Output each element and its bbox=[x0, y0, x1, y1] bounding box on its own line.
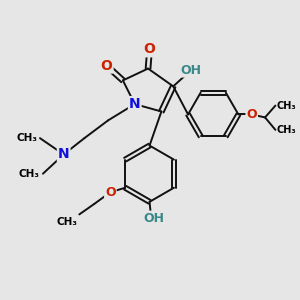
Text: CH₃: CH₃ bbox=[57, 218, 78, 227]
Text: O: O bbox=[105, 186, 116, 199]
Text: CH₃: CH₃ bbox=[277, 100, 296, 111]
Text: N: N bbox=[58, 147, 70, 161]
Text: O: O bbox=[144, 42, 155, 56]
Text: CH₃: CH₃ bbox=[16, 133, 37, 143]
Text: O: O bbox=[101, 58, 112, 73]
Text: N: N bbox=[129, 97, 141, 111]
Text: O: O bbox=[246, 108, 257, 121]
Text: CH₃: CH₃ bbox=[19, 169, 40, 179]
Text: CH₃: CH₃ bbox=[277, 125, 296, 135]
Text: OH: OH bbox=[143, 212, 164, 225]
Text: OH: OH bbox=[181, 64, 202, 76]
